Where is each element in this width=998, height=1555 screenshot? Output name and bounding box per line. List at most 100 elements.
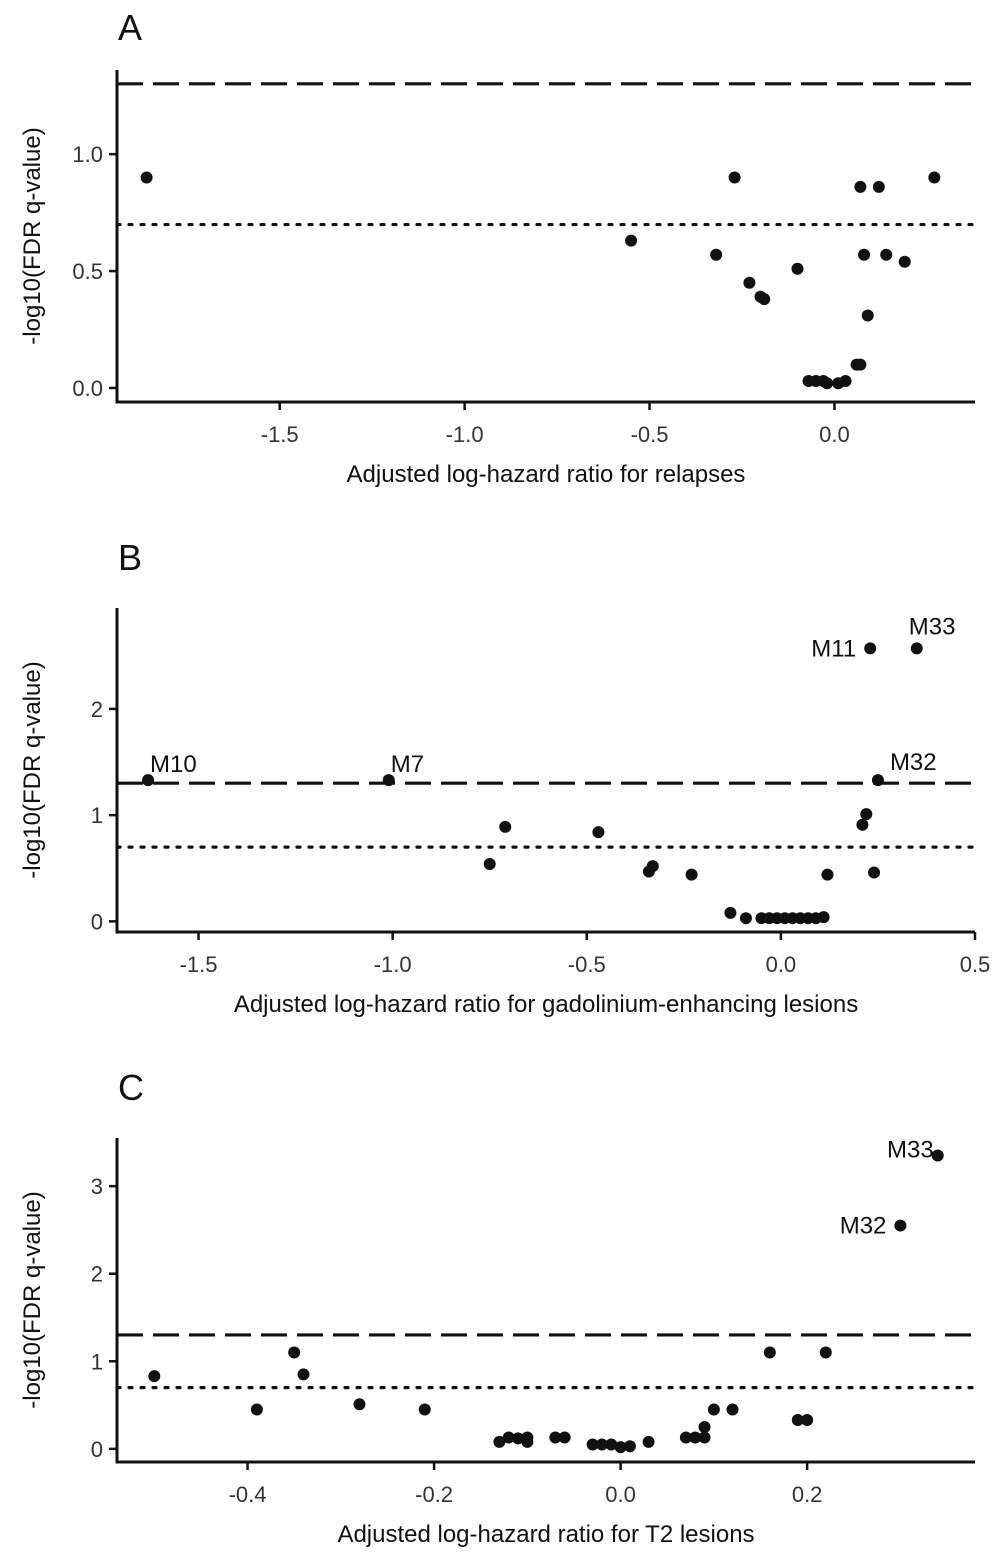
data-point [502, 1431, 515, 1444]
data-point [353, 1398, 366, 1411]
data-point [698, 1431, 711, 1444]
y-tick-label: 0 [91, 1437, 103, 1462]
data-point [791, 262, 804, 275]
data-point [586, 1438, 599, 1451]
data-point [512, 1432, 525, 1445]
data-point [856, 818, 869, 831]
x-axis-title: Adjusted log-hazard ratio for T2 lesions [337, 1521, 754, 1548]
data-point [854, 180, 867, 193]
data-point [288, 1346, 301, 1359]
x-tick-label: -1.0 [446, 422, 484, 447]
data-point [679, 1431, 692, 1444]
x-tick-label: -0.5 [568, 952, 606, 977]
point-label: M33 [887, 1137, 934, 1164]
x-tick-label: -0.4 [229, 1482, 267, 1507]
data-point [724, 906, 737, 919]
y-tick-label: 2 [91, 1262, 103, 1287]
x-axis-title: Adjusted log-hazard ratio for relapses [347, 461, 746, 488]
data-point [871, 774, 884, 787]
data-point [493, 1435, 506, 1448]
y-tick-label: 3 [91, 1174, 103, 1199]
data-point [142, 774, 155, 787]
data-point [483, 858, 496, 871]
x-tick-label: 0.2 [792, 1482, 823, 1507]
data-point [880, 248, 893, 261]
panel-B: B 0 1 2 -1.5 -1.0 -0.5 0.0 0.5 Adjusted log-hazar… [19, 537, 990, 1018]
panel-A: A 0.0 0.5 1.0 -1.5 -1.0 -0.5 0.0 Adjusted log-ha… [19, 7, 977, 488]
data-point [558, 1431, 571, 1444]
data-point [140, 171, 153, 184]
y-tick-label: 0 [91, 909, 103, 934]
data-point [728, 171, 741, 184]
point-label: M33 [909, 613, 956, 640]
data-point [698, 1420, 711, 1433]
data-point [791, 1413, 804, 1426]
x-tick-label: 0.0 [819, 422, 850, 447]
data-point [646, 860, 659, 873]
point-label: M10 [150, 751, 197, 778]
data-point [758, 293, 771, 306]
data-point [839, 374, 852, 387]
x-tick-label: -1.0 [374, 952, 412, 977]
x-axis-title: Adjusted log-hazard ratio for gadolinium… [234, 991, 858, 1018]
data-point [595, 1438, 608, 1451]
data-point [819, 1346, 832, 1359]
data-point [726, 1403, 739, 1416]
data-point [685, 868, 698, 881]
y-tick-label: 1.0 [72, 142, 103, 167]
data-point [868, 866, 881, 879]
data-point [860, 808, 873, 821]
y-tick-label: 1 [91, 803, 103, 828]
data-point [521, 1431, 534, 1444]
point-label: M32 [840, 1213, 887, 1240]
data-point [614, 1441, 627, 1454]
x-tick-label: -1.5 [261, 422, 299, 447]
y-tick-label: 1 [91, 1349, 103, 1374]
point-label: M7 [391, 751, 424, 778]
data-point [707, 1403, 720, 1416]
y-tick-label: 0.5 [72, 259, 103, 284]
data-point [801, 1413, 814, 1426]
data-point [689, 1431, 702, 1444]
x-tick-label: -0.5 [631, 422, 669, 447]
data-point [418, 1403, 431, 1416]
panel-C: C 0 1 2 3 -0.4 -0.2 0.0 0.2 Adjusted log-hazard r… [19, 1067, 977, 1548]
data-point [821, 377, 834, 390]
data-point [854, 358, 867, 371]
data-point [623, 1440, 636, 1453]
y-tick-label: 0.0 [72, 376, 103, 401]
y-axis-title: -log10(FDR q-value) [19, 661, 46, 878]
panel-label: A [118, 7, 142, 48]
data-point [861, 309, 874, 322]
y-tick-label: 2 [91, 697, 103, 722]
data-point [499, 820, 512, 833]
data-point [898, 255, 911, 268]
data-point [148, 1370, 161, 1383]
point-label: M32 [890, 749, 937, 776]
x-tick-label: 0.0 [605, 1482, 636, 1507]
data-point [739, 912, 752, 925]
data-point [858, 248, 871, 261]
data-point [928, 171, 941, 184]
data-point [605, 1438, 618, 1451]
data-point [743, 276, 756, 289]
data-point [931, 1149, 944, 1162]
x-tick-label: 0.5 [960, 952, 991, 977]
point-label: M11 [811, 635, 856, 662]
x-tick-label: 0.0 [766, 952, 797, 977]
data-point [763, 1346, 776, 1359]
data-point [549, 1431, 562, 1444]
panel-label: C [118, 1067, 144, 1108]
data-point [382, 774, 395, 787]
data-point [894, 1219, 907, 1232]
data-point [821, 868, 834, 881]
data-point [642, 1435, 655, 1448]
x-tick-label: -1.5 [180, 952, 218, 977]
data-point [625, 234, 638, 247]
data-point [872, 180, 885, 193]
y-axis-title: -log10(FDR q-value) [19, 127, 46, 344]
y-axis-title: -log10(FDR q-value) [19, 1191, 46, 1408]
data-point [910, 642, 923, 655]
data-point [297, 1368, 310, 1381]
